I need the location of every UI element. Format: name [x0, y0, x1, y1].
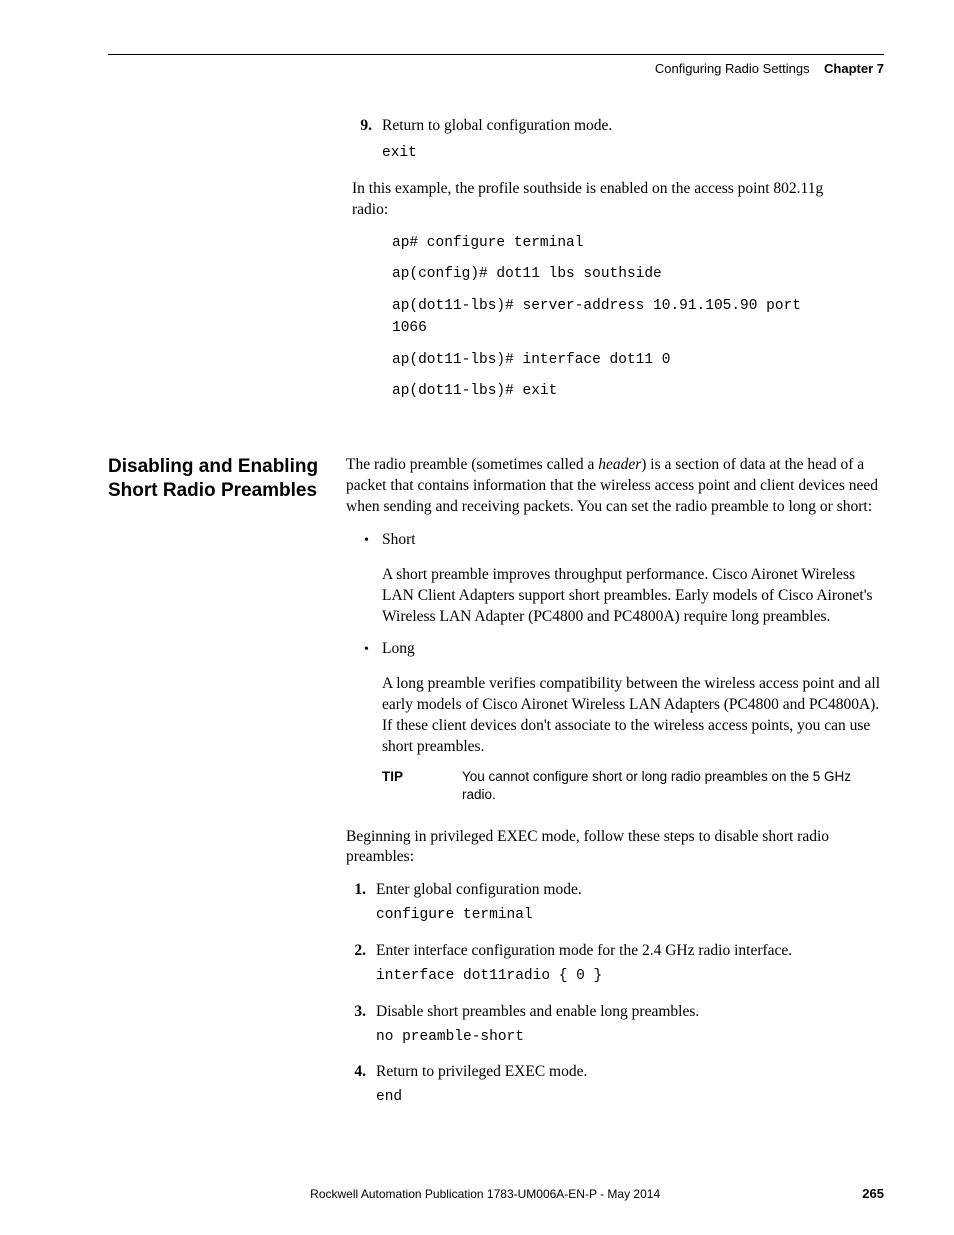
- step-4-code: end: [376, 1087, 884, 1109]
- header-rule: [108, 54, 884, 55]
- page-footer: Rockwell Automation Publication 1783-UM0…: [108, 1186, 884, 1201]
- step-4-text: Return to privileged EXEC mode.: [376, 1062, 884, 1083]
- bullet-short: • Short A short preamble improves throug…: [364, 530, 884, 628]
- step-9-text: Return to global configuration mode.: [382, 116, 842, 137]
- bullet-dot-icon: •: [364, 639, 382, 758]
- section-body: The radio preamble (sometimes called a h…: [346, 455, 884, 1123]
- bullet-long-body: Long A long preamble verifies compatibil…: [382, 639, 884, 758]
- step-3-text: Disable short preambles and enable long …: [376, 1002, 884, 1023]
- example-line-1: ap# configure terminal: [392, 233, 842, 255]
- bullet-long-label: Long: [382, 639, 884, 660]
- footer-page-number: 265: [862, 1186, 884, 1201]
- step-4-number: 4.: [346, 1062, 376, 1083]
- step-9: 9. Return to global configuration mode.: [352, 116, 842, 137]
- step-2-text: Enter interface configuration mode for t…: [376, 941, 884, 962]
- example-line-3: ap(dot11-lbs)# server-address 10.91.105.…: [392, 296, 842, 340]
- bullet-short-body: Short A short preamble improves throughp…: [382, 530, 884, 628]
- steps-list: 1. Enter global configuration mode. conf…: [346, 880, 884, 1109]
- step-3-code: no preamble-short: [376, 1027, 884, 1049]
- tip-label: TIP: [382, 768, 462, 804]
- top-content: 9. Return to global configuration mode. …: [352, 116, 842, 403]
- bullet-long-desc: A long preamble verifies compatibility b…: [382, 674, 884, 758]
- tip-body: You cannot configure short or long radio…: [462, 768, 884, 804]
- step-2: 2. Enter interface configuration mode fo…: [346, 941, 884, 962]
- step-3: 3. Disable short preambles and enable lo…: [346, 1002, 884, 1023]
- intro-em: header: [598, 456, 641, 473]
- preambles-section: Disabling and Enabling Short Radio Pream…: [108, 455, 884, 1123]
- header-chapter: Chapter 7: [824, 61, 884, 76]
- running-header: Configuring Radio Settings Chapter 7: [108, 61, 884, 76]
- intro-pre: The radio preamble (sometimes called a: [346, 456, 598, 473]
- step-2-code: interface dot11radio { 0 }: [376, 966, 884, 988]
- bullet-dot-icon: •: [364, 530, 382, 628]
- example-line-5: ap(dot11-lbs)# exit: [392, 381, 842, 403]
- example-line-4: ap(dot11-lbs)# interface dot11 0: [392, 350, 842, 372]
- example-intro: In this example, the profile southside i…: [352, 179, 842, 221]
- page-container: Configuring Radio Settings Chapter 7 9. …: [0, 0, 954, 1163]
- example-line-2: ap(config)# dot11 lbs southside: [392, 264, 842, 286]
- step-3-number: 3.: [346, 1002, 376, 1023]
- step-2-number: 2.: [346, 941, 376, 962]
- example-code-block: ap# configure terminal ap(config)# dot11…: [392, 233, 842, 404]
- section-heading: Disabling and Enabling Short Radio Pream…: [108, 455, 346, 503]
- tip-block: TIP You cannot configure short or long r…: [382, 768, 884, 804]
- steps-intro: Beginning in privileged EXEC mode, follo…: [346, 827, 884, 869]
- intro-paragraph: The radio preamble (sometimes called a h…: [346, 455, 884, 518]
- bullet-long: • Long A long preamble verifies compatib…: [364, 639, 884, 758]
- step-1-text: Enter global configuration mode.: [376, 880, 884, 901]
- step-1: 1. Enter global configuration mode.: [346, 880, 884, 901]
- step-1-number: 1.: [346, 880, 376, 901]
- step-4: 4. Return to privileged EXEC mode.: [346, 1062, 884, 1083]
- step-1-code: configure terminal: [376, 905, 884, 927]
- bullet-short-desc: A short preamble improves throughput per…: [382, 565, 884, 628]
- footer-publication: Rockwell Automation Publication 1783-UM0…: [310, 1187, 660, 1201]
- step-9-number: 9.: [352, 116, 382, 137]
- header-section: Configuring Radio Settings: [655, 61, 810, 76]
- bullet-short-label: Short: [382, 530, 884, 551]
- step-9-code: exit: [382, 143, 842, 165]
